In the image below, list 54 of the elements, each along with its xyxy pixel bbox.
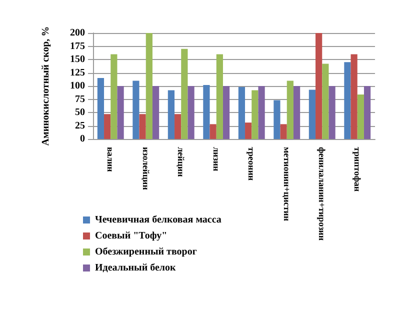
x-tick-label: изолейцин [140,147,151,190]
x-tick-label: валин [106,147,116,172]
bar [252,90,258,139]
y-tick-label: 100 [70,80,85,92]
bar [222,86,230,139]
bar [316,33,322,139]
bar [293,86,300,139]
bar [328,86,336,139]
y-tick-label: 175 [70,40,85,52]
bar [104,114,111,139]
bar [110,54,118,139]
bar [357,94,364,139]
bar [168,90,175,139]
y-tick-label: 50 [75,107,85,118]
bar [174,114,182,139]
x-tick-label: метионин+цистин [282,147,292,222]
bar [258,86,265,139]
x-tick-label: лизин [211,147,222,172]
y-tick-label: 200 [70,28,85,38]
legend-label: Соевый "Тофу" [95,230,168,242]
bar [216,54,223,139]
bar [210,124,216,139]
bar [117,86,124,139]
bar [139,114,146,139]
y-tick-label: 25 [75,120,85,132]
bar [238,87,246,139]
x-tick-label: триптофан [352,147,362,192]
legend-label: Идеальный белок [95,262,176,274]
bar [181,48,188,139]
y-tick-label: 125 [70,67,85,78]
bar [344,62,351,139]
bar [146,33,152,139]
bar [97,78,104,139]
bar [245,122,252,139]
bar [274,100,280,139]
bar [152,86,160,139]
bar [203,84,210,139]
bar [364,86,371,139]
x-tick-label: фенилаланин+тирозин [317,147,328,241]
x-tick-label: лейцин [176,147,186,177]
bar [132,80,140,139]
y-tick-label: 0 [80,134,85,144]
x-tick-label: треонин [246,147,257,181]
bar [286,80,294,139]
legend-label: Обезжиренный творог [95,246,198,258]
bar [280,124,287,139]
bar [308,90,316,139]
bar [188,86,194,139]
bar [322,64,329,139]
bar [350,54,358,139]
y-axis-title: Аминокислотный скор, % [40,26,52,146]
legend-label: Чечевичная белковая масса [95,214,222,226]
y-tick-label: 150 [70,54,85,65]
y-tick-label: 75 [75,94,85,105]
